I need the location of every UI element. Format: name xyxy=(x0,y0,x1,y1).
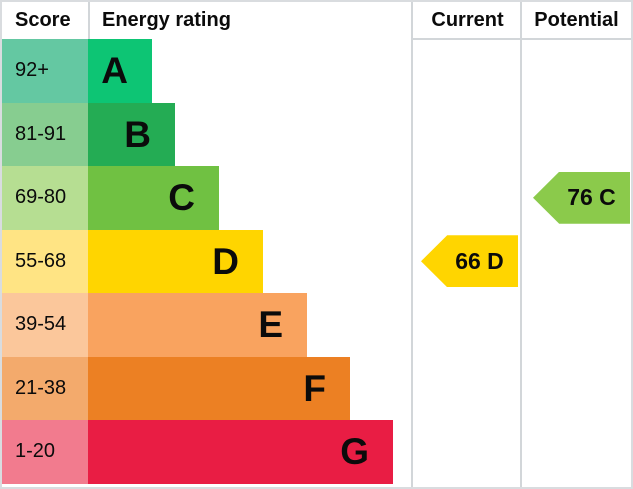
band-letter: F xyxy=(303,367,326,409)
band-score-range: 92+ xyxy=(2,39,88,103)
header-underline xyxy=(411,38,631,40)
current-rating-label: 66 D xyxy=(455,247,504,274)
band-letter: C xyxy=(168,177,195,219)
band-letter: G xyxy=(340,431,369,473)
band-letter: B xyxy=(124,113,151,155)
score-column-divider xyxy=(88,2,90,39)
band-bar: B xyxy=(88,102,175,166)
score-column-header: Score xyxy=(15,9,71,31)
band-score-range: 21-38 xyxy=(2,356,88,420)
band-score-range: 55-68 xyxy=(2,229,88,293)
potential-column-divider xyxy=(520,2,522,487)
band-letter: A xyxy=(101,50,128,92)
current-column-header: Current xyxy=(431,9,504,31)
band-rows: 92+ A 81-91 B 69-80 C 55-68 D 39-54 E 21… xyxy=(2,39,411,484)
band-row-b: 81-91 B xyxy=(2,102,411,166)
band-score-range: 69-80 xyxy=(2,166,88,230)
current-column-divider xyxy=(411,2,413,487)
band-row-e: 39-54 E xyxy=(2,293,411,357)
band-bar: D xyxy=(88,229,263,293)
band-bar: C xyxy=(88,166,219,230)
band-bar: F xyxy=(88,356,350,420)
band-bar: E xyxy=(88,293,307,357)
potential-column-header: Potential xyxy=(534,9,619,31)
band-bar: G xyxy=(88,420,393,484)
band-bar: A xyxy=(88,39,152,103)
band-score-range: 1-20 xyxy=(2,420,88,484)
band-score-range: 39-54 xyxy=(2,293,88,357)
band-letter: E xyxy=(258,304,283,346)
potential-rating-arrow: 76 C xyxy=(533,171,630,224)
current-rating-arrow: 66 D xyxy=(421,235,518,288)
band-row-d: 55-68 D xyxy=(2,229,411,293)
band-letter: D xyxy=(212,240,239,282)
band-row-a: 92+ A xyxy=(2,39,411,103)
energy-rating-column-header: Energy rating xyxy=(102,9,231,31)
band-row-c: 69-80 C xyxy=(2,166,411,230)
band-row-f: 21-38 F xyxy=(2,356,411,420)
band-score-range: 81-91 xyxy=(2,102,88,166)
potential-rating-label: 76 C xyxy=(567,184,616,211)
band-row-g: 1-20 G xyxy=(2,420,411,484)
